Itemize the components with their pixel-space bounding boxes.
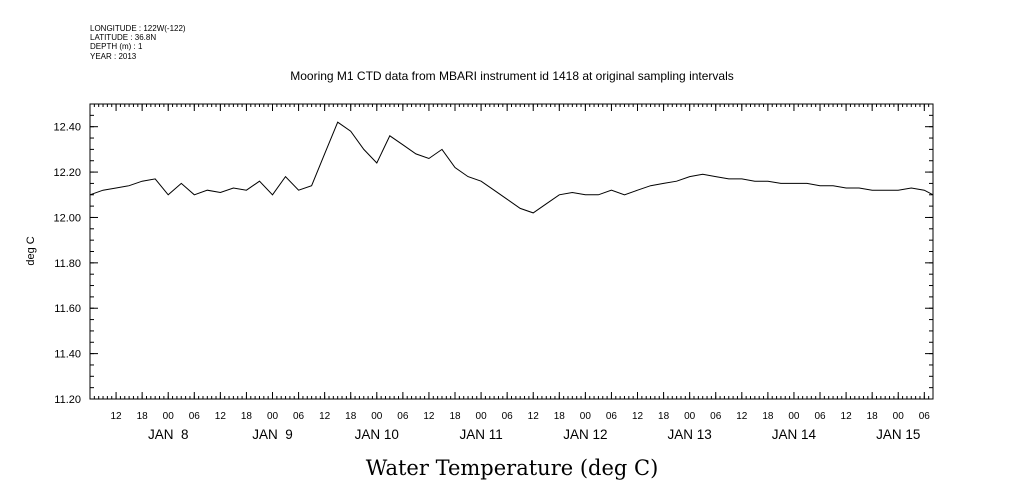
x-day-label: JAN 12 <box>563 427 607 442</box>
x-hour-label: 18 <box>345 411 357 422</box>
x-hour-label: 06 <box>919 411 931 422</box>
x-day-label: JAN 11 <box>459 427 502 442</box>
y-axis: 11.20 11.40 11.60 11.80 12.00 12.20 12.40 <box>53 122 933 406</box>
series-line-water-temperature <box>89 121 934 214</box>
y-tick-label: 11.40 <box>54 349 81 361</box>
meta-latitude: LATITUDE : 36.8N <box>90 33 156 42</box>
x-axis: 12 18 00 06 12 18 00 06 12 18 00 06 12 18 00 06 12 18 00 06… <box>111 104 931 442</box>
y-axis-label: deg C <box>25 236 37 265</box>
x-hour-label: 18 <box>554 411 566 422</box>
plot-frame <box>89 103 934 400</box>
x-hour-label: 00 <box>684 411 696 422</box>
x-day-label: JAN 14 <box>772 427 817 442</box>
x-hour-label: 18 <box>867 411 879 422</box>
bottom-variable-label: Water Temperature (deg C) <box>366 456 659 480</box>
x-hour-label: 00 <box>580 411 592 422</box>
y-tick-label: 11.20 <box>54 394 81 406</box>
metadata-block: LONGITUDE : 122W(-122) LATITUDE : 36.8N … <box>90 24 186 61</box>
x-hour-label: 18 <box>241 411 253 422</box>
x-hour-label: 12 <box>423 411 435 422</box>
chart-title: Mooring M1 CTD data from MBARI instrumen… <box>290 69 734 83</box>
x-hour-label: 00 <box>788 411 800 422</box>
y-tick-label: 11.80 <box>54 258 81 270</box>
x-hour-label: 06 <box>814 411 826 422</box>
meta-depth: DEPTH (m) : 1 <box>90 42 143 51</box>
x-hour-label: 12 <box>319 411 331 422</box>
x-hour-label: 00 <box>163 411 175 422</box>
x-hour-label: 12 <box>841 411 853 422</box>
x-hour-label: 18 <box>449 411 461 422</box>
meta-longitude: LONGITUDE : 122W(-122) <box>90 24 186 33</box>
x-day-label: JAN 10 <box>355 427 399 442</box>
x-hour-label: 06 <box>189 411 201 422</box>
x-hour-label: 00 <box>893 411 905 422</box>
x-hour-label: 18 <box>658 411 670 422</box>
x-hour-label: 06 <box>397 411 409 422</box>
y-tick-label: 12.40 <box>53 122 81 134</box>
x-hour-label: 12 <box>632 411 644 422</box>
x-hour-label: 06 <box>293 411 305 422</box>
minor-ticks <box>89 103 934 400</box>
x-day-label: JAN 8 <box>148 427 189 442</box>
x-hour-label: 06 <box>606 411 618 422</box>
y-tick-label: 11.60 <box>54 303 81 315</box>
x-hour-label: 00 <box>267 411 279 422</box>
x-hour-label: 12 <box>736 411 748 422</box>
x-hour-label: 00 <box>371 411 383 422</box>
y-tick-label: 12.00 <box>53 212 81 224</box>
x-hour-label: 12 <box>215 411 227 422</box>
x-day-label: JAN 9 <box>252 427 293 442</box>
y-tick-label: 12.20 <box>53 167 81 179</box>
x-day-label: JAN 15 <box>876 427 920 442</box>
x-hour-label: 12 <box>528 411 540 422</box>
x-hour-label: 18 <box>762 411 774 422</box>
x-hour-label: 06 <box>502 411 514 422</box>
x-hour-label: 06 <box>710 411 722 422</box>
x-hour-label: 12 <box>111 411 123 422</box>
x-hour-label: 00 <box>476 411 488 422</box>
meta-year: YEAR : 2013 <box>90 52 137 61</box>
x-hour-label: 18 <box>137 411 149 422</box>
x-day-label: JAN 13 <box>668 427 712 442</box>
